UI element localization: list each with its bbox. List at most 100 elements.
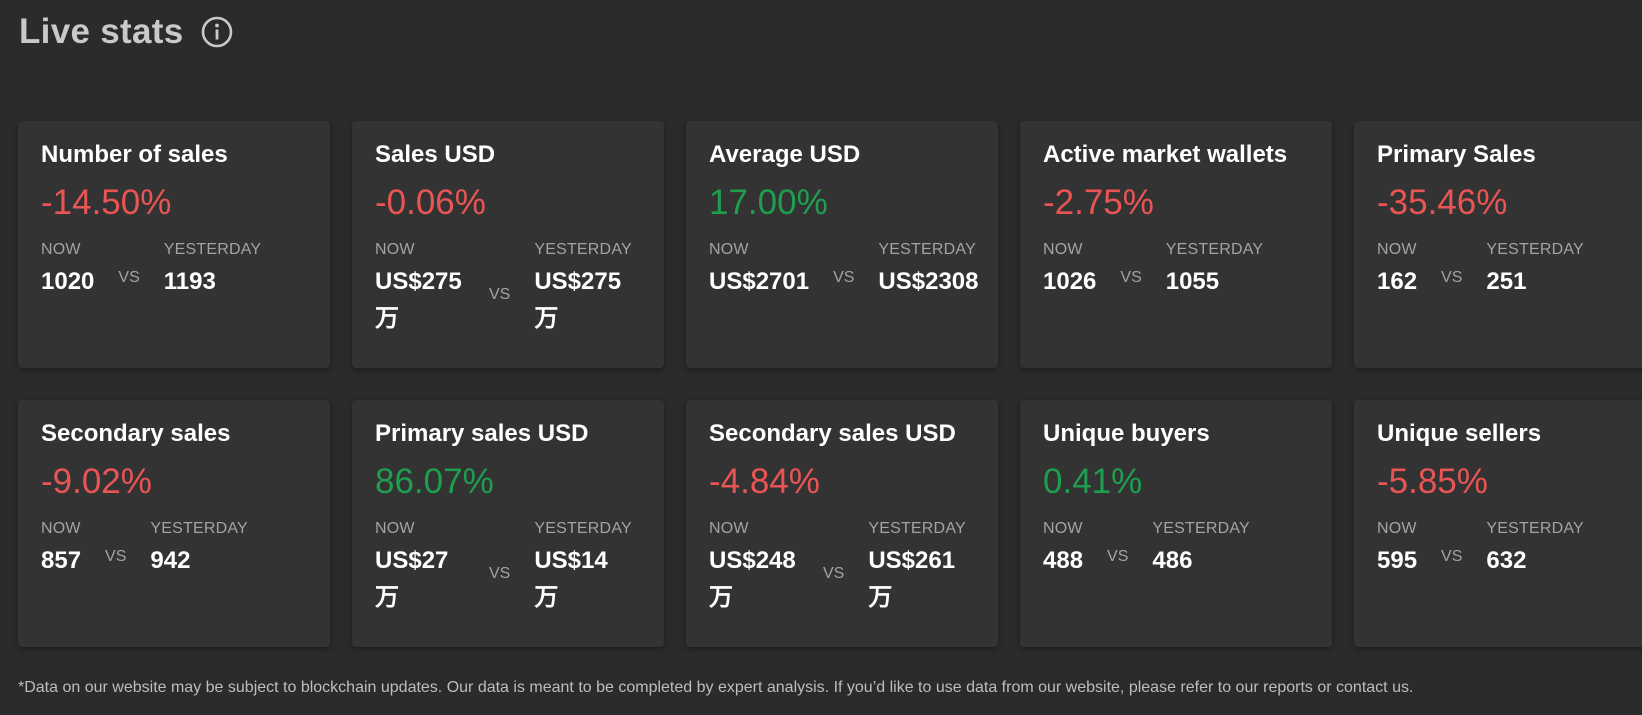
yesterday-value: US$275 万 <box>534 268 622 332</box>
yesterday-label: YESTERDAY <box>534 241 632 258</box>
yesterday-column: YESTERDAY 1193 <box>164 242 262 300</box>
now-column: NOW US$275 万 <box>375 242 465 337</box>
yesterday-label: YESTERDAY <box>1165 241 1264 258</box>
stat-card-title: Sales USD <box>375 141 496 168</box>
now-label: NOW <box>375 520 415 537</box>
yesterday-value: 1193 <box>163 268 216 295</box>
now-value: US$275 万 <box>375 268 462 332</box>
stat-card-change: -9.02% <box>41 462 152 501</box>
stat-card-compare: NOW US$2701 VS YESTERDAY US$2308 <box>709 242 979 300</box>
vs-label: VS <box>1441 548 1463 565</box>
now-label: NOW <box>1377 520 1417 537</box>
yesterday-column: YESTERDAY 486 <box>1152 521 1250 579</box>
now-value: 162 <box>1377 268 1418 295</box>
footnote: *Data on our website may be subject to b… <box>18 679 1414 696</box>
now-value: US$248 万 <box>709 547 796 611</box>
stat-card: Primary Sales -35.46% NOW 162 VS YESTERDAY 251 <box>1354 121 1642 368</box>
yesterday-column: YESTERDAY 1055 <box>1166 242 1264 300</box>
stat-card-compare: NOW 488 VS YESTERDAY 486 <box>1043 521 1310 579</box>
yesterday-column: YESTERDAY US$2308 <box>878 242 978 300</box>
now-column: NOW 1020 <box>41 242 94 300</box>
stat-card-title: Secondary sales <box>41 420 231 447</box>
header: Live stats <box>19 12 233 52</box>
now-label: NOW <box>41 241 81 258</box>
now-column: NOW 162 <box>1377 242 1417 300</box>
now-column: NOW 1026 <box>1043 242 1096 300</box>
now-value: 857 <box>41 547 82 574</box>
stat-card-change: -35.46% <box>1377 183 1508 222</box>
vs-label: VS <box>1120 269 1142 286</box>
now-label: NOW <box>709 241 749 258</box>
stat-card-change: -5.85% <box>1377 462 1488 501</box>
stat-card: Primary sales USD 86.07% NOW US$27 万 VS YESTE… <box>352 400 664 647</box>
vs-label: VS <box>489 286 511 303</box>
stat-card-compare: NOW US$275 万 VS YESTERDAY US$275 万 <box>375 242 642 337</box>
stat-card-title: Secondary sales USD <box>709 420 956 447</box>
now-label: NOW <box>1377 241 1417 258</box>
yesterday-value: 1055 <box>1165 268 1220 295</box>
yesterday-column: YESTERDAY US$14 万 <box>534 521 632 616</box>
stat-card-change: 0.41% <box>1043 462 1143 501</box>
stat-card-change: -14.50% <box>41 183 172 222</box>
yesterday-label: YESTERDAY <box>534 520 632 537</box>
stat-card-compare: NOW 162 VS YESTERDAY 251 <box>1377 242 1642 300</box>
stats-grid: Number of sales -14.50% NOW 1020 VS YESTERDAY… <box>18 121 1642 647</box>
yesterday-value: US$14 万 <box>534 547 608 611</box>
stat-card-title: Unique buyers <box>1043 420 1210 447</box>
yesterday-column: YESTERDAY 942 <box>150 521 248 579</box>
stat-card-compare: NOW US$248 万 VS YESTERDAY US$261 万 <box>709 521 976 616</box>
now-label: NOW <box>1043 520 1083 537</box>
stat-card-change: -2.75% <box>1043 183 1154 222</box>
page-title: Live stats <box>19 12 184 51</box>
now-column: NOW US$2701 <box>709 242 809 300</box>
stat-card-compare: NOW 595 VS YESTERDAY 632 <box>1377 521 1642 579</box>
now-column: NOW US$248 万 <box>709 521 799 616</box>
stat-card: Number of sales -14.50% NOW 1020 VS YESTERDAY… <box>18 121 330 368</box>
now-column: NOW 595 <box>1377 521 1417 579</box>
stat-card-change: -4.84% <box>709 462 820 501</box>
yesterday-value: 632 <box>1486 547 1527 574</box>
yesterday-label: YESTERDAY <box>1486 241 1584 258</box>
now-value: 595 <box>1377 547 1418 574</box>
now-label: NOW <box>709 520 749 537</box>
yesterday-label: YESTERDAY <box>1152 520 1250 537</box>
vs-label: VS <box>1107 548 1129 565</box>
info-icon[interactable] <box>201 16 233 48</box>
stat-card: Secondary sales -9.02% NOW 857 VS YESTERDAY 94… <box>18 400 330 647</box>
stat-card-change: -0.06% <box>375 183 486 222</box>
vs-label: VS <box>1441 269 1463 286</box>
vs-label: VS <box>489 565 511 582</box>
yesterday-label: YESTERDAY <box>868 520 966 537</box>
stat-card-title: Unique sellers <box>1377 420 1542 447</box>
yesterday-value: US$261 万 <box>868 547 956 611</box>
vs-label: VS <box>118 269 140 286</box>
now-value: 1026 <box>1043 268 1097 295</box>
yesterday-value: 942 <box>150 547 191 574</box>
yesterday-value: 251 <box>1486 268 1527 295</box>
vs-label: VS <box>105 548 127 565</box>
stat-card-change: 86.07% <box>375 462 494 501</box>
stat-card-title: Primary sales USD <box>375 420 589 447</box>
stat-card: Secondary sales USD -4.84% NOW US$248 万 VS YE… <box>686 400 998 647</box>
stat-card: Active market wallets -2.75% NOW 1026 VS YEST… <box>1020 121 1332 368</box>
yesterday-label: YESTERDAY <box>150 520 248 537</box>
now-value: 488 <box>1043 547 1084 574</box>
now-value: 1020 <box>41 268 95 295</box>
stat-card: Sales USD -0.06% NOW US$275 万 VS YESTERDAY US$… <box>352 121 664 368</box>
now-column: NOW 488 <box>1043 521 1083 579</box>
vs-label: VS <box>833 269 855 286</box>
stat-card-compare: NOW US$27 万 VS YESTERDAY US$14 万 <box>375 521 642 616</box>
stat-card-compare: NOW 857 VS YESTERDAY 942 <box>41 521 308 579</box>
now-label: NOW <box>1043 241 1083 258</box>
now-column: NOW US$27 万 <box>375 521 465 616</box>
now-label: NOW <box>375 241 415 258</box>
stat-card-title: Average USD <box>709 141 861 168</box>
yesterday-label: YESTERDAY <box>878 241 976 258</box>
vs-label: VS <box>823 565 845 582</box>
now-label: NOW <box>41 520 81 537</box>
stat-card: Average USD 17.00% NOW US$2701 VS YESTERDAY US… <box>686 121 998 368</box>
yesterday-label: YESTERDAY <box>163 241 262 258</box>
stat-card-change: 17.00% <box>709 183 828 222</box>
now-column: NOW 857 <box>41 521 81 579</box>
